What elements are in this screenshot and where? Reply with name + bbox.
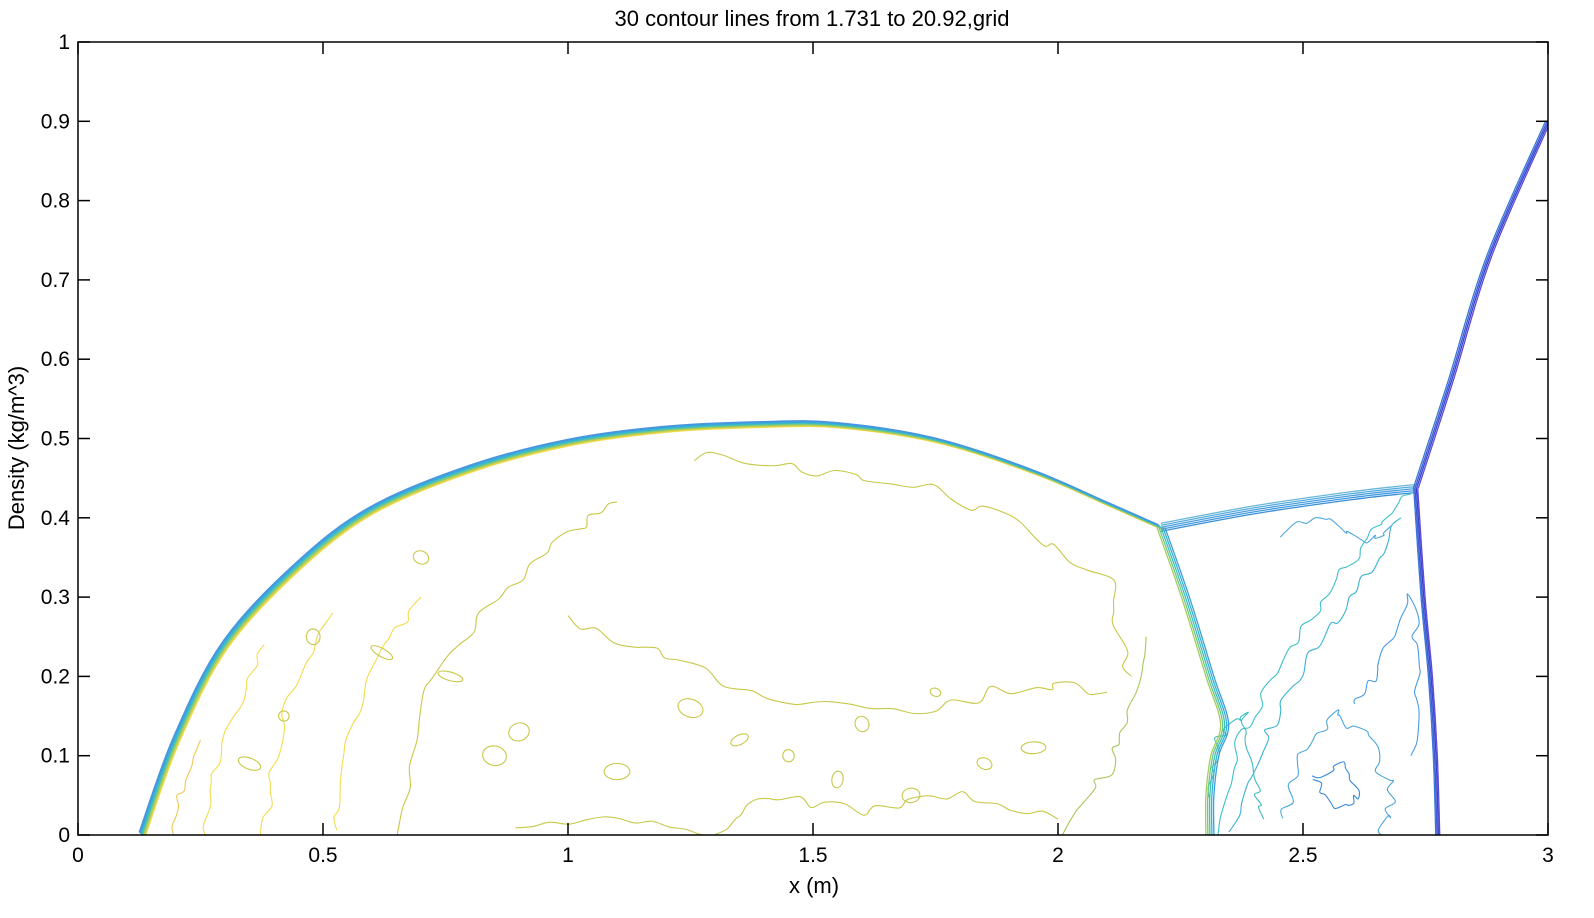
contour-blob: [976, 757, 993, 771]
wake-contour: [1353, 593, 1421, 756]
contour-blob: [831, 770, 844, 789]
y-tick-label: 0.1: [41, 745, 70, 768]
slip-line-contour: [1160, 527, 1226, 835]
contour-blob: [854, 715, 870, 733]
y-tick-label: 0.4: [41, 507, 71, 530]
x-tick-label: 0: [72, 844, 84, 867]
contour-blob: [237, 756, 262, 771]
y-tick-label: 0.6: [41, 348, 70, 371]
interior-contour: [693, 451, 1132, 677]
mach-stem-contour: [1413, 488, 1437, 835]
plot-area: [138, 121, 1548, 835]
reflected-shock-contour: [1160, 489, 1416, 530]
slip-line-contour: [1158, 527, 1224, 835]
y-tick-label: 0.5: [41, 428, 70, 451]
axis-ticks: 0 0.5 1 1.5 2 2.5 3 0 0.1 0.2 0.3 0.4 0.5 0.6 0.7 0.8 0.…: [41, 31, 1554, 867]
reflected-shock-contour: [1160, 487, 1416, 528]
interior-contour: [396, 501, 618, 835]
reflected-shock-contour: [1160, 491, 1416, 532]
mach-stem-contour: [1414, 488, 1438, 835]
interior-contour: [567, 615, 1108, 715]
contour-blob: [782, 749, 795, 763]
y-tick-label: 0: [58, 824, 70, 847]
contour-blob: [1020, 741, 1047, 755]
contour-blob: [508, 722, 530, 742]
interior-contour: [202, 644, 265, 835]
slip-line-contour: [1156, 527, 1222, 835]
bow-shock-contour: [140, 421, 1161, 835]
x-tick-label: 0.5: [308, 844, 337, 867]
interior-contour: [171, 739, 202, 835]
wake-contour: [1217, 493, 1411, 835]
y-axis-label: Density (kg/m^3): [4, 366, 29, 530]
interior-contour: [259, 612, 334, 835]
contour-blob: [482, 745, 507, 767]
wake-contour: [1311, 761, 1360, 810]
contour-blob: [437, 670, 464, 683]
bow-shock-contour: [142, 424, 1163, 835]
y-tick-label: 0.2: [41, 665, 70, 688]
slip-line-contour: [1162, 527, 1228, 835]
contour-blob: [677, 698, 704, 719]
interior-contour: [1061, 636, 1147, 835]
reflected-shock-contour: [1160, 483, 1416, 524]
bow-shock-contour: [143, 424, 1164, 835]
contour-blob: [370, 645, 394, 661]
bow-shock-contour: [141, 423, 1162, 835]
x-tick-label: 2.5: [1288, 844, 1317, 867]
x-tick-label: 3: [1542, 844, 1554, 867]
mach-stem-contour: [1417, 488, 1441, 835]
bow-shock-contour: [138, 420, 1159, 833]
interior-contour: [333, 596, 422, 831]
incident-shock-contour: [1414, 121, 1548, 489]
x-tick-label: 1: [562, 844, 574, 867]
bow-shock-contour: [145, 425, 1165, 835]
contour-blob: [929, 687, 942, 698]
y-tick-label: 0.3: [41, 586, 70, 609]
x-tick-label: 2: [1052, 844, 1064, 867]
bow-shock-contour: [140, 422, 1161, 835]
wake-contour: [1279, 516, 1392, 544]
x-tick-label: 1.5: [798, 844, 827, 867]
x-axis-label: x (m): [789, 873, 839, 898]
y-tick-label: 0.7: [41, 269, 70, 292]
chart-title: 30 contour lines from 1.731 to 20.92,gri…: [614, 6, 1009, 31]
wake-contour: [1228, 517, 1402, 833]
incident-shock-contour: [1417, 125, 1548, 489]
incident-shock-contour: [1412, 121, 1547, 489]
bow-shock-contour: [139, 420, 1160, 834]
y-tick-label: 1: [58, 31, 70, 54]
contour-blob: [412, 550, 430, 565]
interior-contour: [715, 791, 1059, 835]
contour-blob: [730, 733, 749, 747]
reflected-shock-contour: [1160, 485, 1416, 526]
mach-stem-contour: [1415, 488, 1440, 835]
plot-frame: [77, 41, 1549, 836]
contour-blob: [901, 787, 921, 804]
interior-contour: [515, 816, 716, 835]
contour-blob: [305, 628, 321, 646]
slip-line-contour: [1164, 527, 1230, 835]
y-tick-label: 0.8: [41, 190, 70, 213]
incident-shock-contour: [1415, 121, 1548, 489]
contour-blob: [277, 710, 290, 722]
wake-contour: [1280, 709, 1396, 835]
contour-blob: [603, 762, 631, 781]
y-tick-label: 0.9: [41, 110, 70, 133]
